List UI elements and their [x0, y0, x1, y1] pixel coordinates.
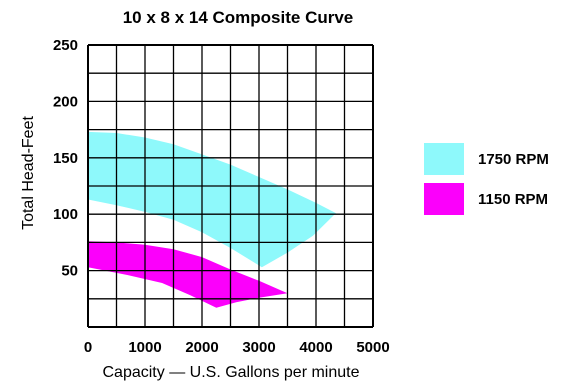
legend-label-1150-rpm: 1150 RPM — [478, 191, 548, 208]
axis-ticks: 0 1000 2000 3000 4000 5000 50 100 150 200 250 — [53, 37, 390, 356]
x-tick-label: 3000 — [242, 339, 275, 356]
x-axis-label: Capacity — U.S. Gallons per minute — [103, 364, 360, 381]
x-tick-label: 4000 — [299, 339, 332, 356]
chart-title: 10 x 8 x 14 Composite Curve — [123, 8, 354, 27]
x-tick-label: 5000 — [356, 339, 389, 356]
legend-swatch-1150-rpm — [424, 183, 464, 215]
legend-swatch-1750-rpm — [424, 143, 464, 175]
x-tick-label: 1000 — [128, 339, 161, 356]
y-tick-label: 200 — [53, 93, 78, 110]
chart-grid — [87, 44, 374, 328]
y-tick-label: 250 — [53, 37, 78, 54]
y-tick-label: 100 — [53, 206, 78, 223]
x-tick-label: 2000 — [185, 339, 218, 356]
legend-label-1750-rpm: 1750 RPM — [478, 151, 549, 168]
y-tick-label: 50 — [61, 263, 78, 280]
y-axis-label: Total Head-Feet — [20, 116, 37, 230]
series-area-1750-rpm — [88, 131, 336, 268]
series-areas — [88, 131, 336, 308]
y-tick-label: 150 — [53, 150, 78, 167]
x-tick-label: 0 — [84, 339, 92, 356]
series-area-1150-rpm — [88, 241, 288, 308]
legend: 1750 RPM 1150 RPM — [424, 143, 549, 215]
